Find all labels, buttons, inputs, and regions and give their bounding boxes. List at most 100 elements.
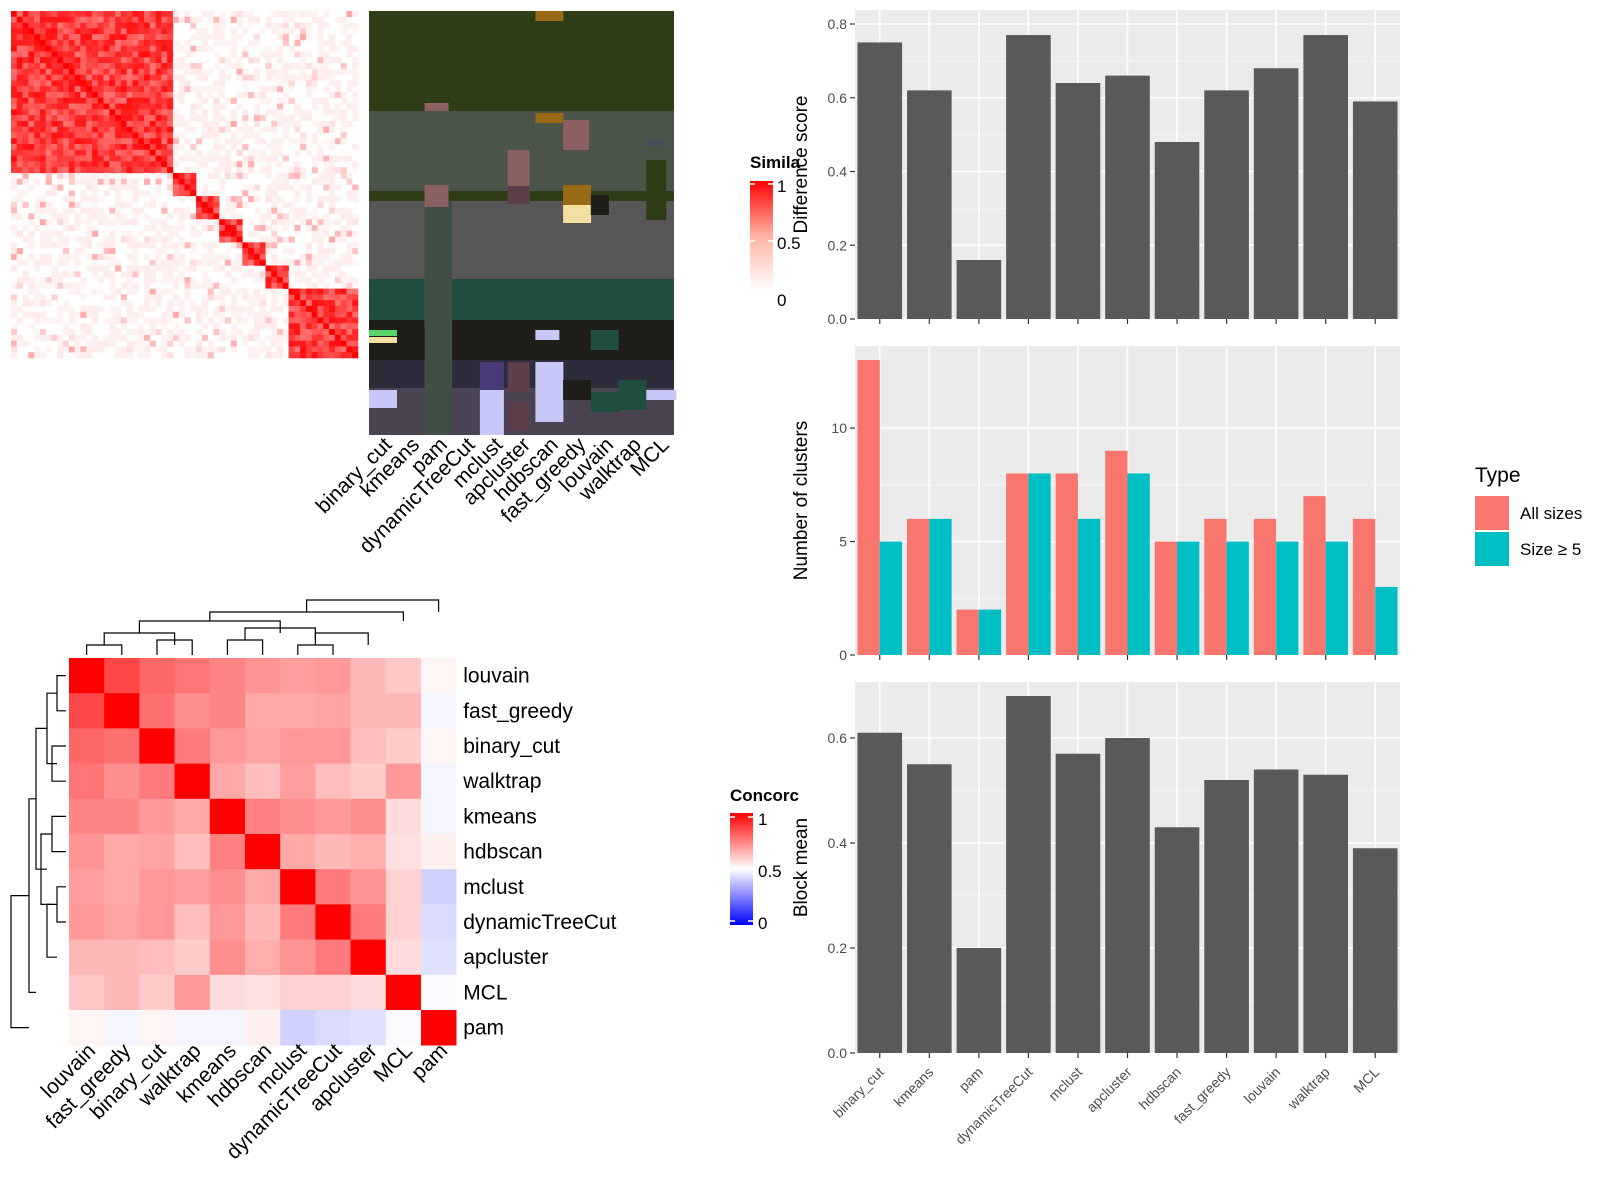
y-tick-label: 0.2 (828, 237, 848, 253)
similarity-cell (288, 329, 295, 336)
similarity-cell (51, 242, 58, 249)
similarity-cell (242, 172, 249, 180)
similarity-cell (340, 277, 347, 284)
similarity-cell (132, 219, 139, 226)
similarity-cell (253, 115, 260, 122)
similarity-cell (352, 45, 359, 52)
similarity-cell (51, 138, 58, 145)
similarity-cell (144, 57, 151, 64)
similarity-cell (80, 63, 87, 70)
similarity-cell (86, 138, 93, 145)
similarity-cell (340, 213, 347, 220)
similarity-cell (178, 271, 185, 278)
similarity-cell (109, 259, 116, 266)
similarity-cell (300, 63, 307, 70)
similarity-cell (253, 109, 260, 116)
concordance-cell-apcluster-dynamicTreeCut (315, 939, 351, 976)
similarity-cell (346, 68, 353, 75)
similarity-cell (259, 253, 266, 260)
similarity-cell (311, 97, 318, 104)
similarity-cell (149, 80, 156, 87)
similarity-cell (80, 329, 87, 336)
similarity-cell (230, 340, 237, 347)
similarity-cell (74, 219, 81, 226)
similarity-cell (213, 155, 220, 162)
similarity-cell (91, 167, 99, 174)
similarity-cell (178, 300, 185, 307)
similarity-cell (224, 167, 232, 174)
concordance-tick-0: 0 (758, 914, 767, 933)
similarity-cell (317, 259, 324, 266)
similarity-cell (68, 115, 75, 122)
similarity-cell (80, 80, 87, 87)
similarity-cell (138, 161, 145, 168)
similarity-cell (63, 271, 70, 278)
similarity-cell (282, 16, 289, 23)
similarity-cell (329, 126, 336, 133)
similarity-cell (207, 91, 214, 99)
similarity-cell (178, 224, 185, 232)
similarity-cell (45, 68, 52, 75)
similarity-cell (277, 115, 284, 122)
similarity-cell (97, 161, 104, 168)
similarity-cell (340, 236, 347, 243)
similarity-cell (74, 57, 81, 64)
similarity-cell (80, 277, 87, 284)
similarity-cell (155, 300, 162, 307)
similarity-cell (207, 242, 214, 249)
similarity-cell (97, 16, 104, 23)
similarity-cell (97, 45, 104, 52)
similarity-cell (213, 172, 220, 180)
similarity-cell (97, 34, 104, 41)
similarity-cell (311, 305, 318, 313)
similarity-cell (323, 11, 330, 18)
similarity-cell (34, 16, 41, 23)
similarity-cell (51, 34, 58, 41)
similarity-cell (271, 149, 278, 156)
similarity-cell (288, 207, 295, 214)
similarity-cell (242, 86, 249, 93)
similarity-cell (190, 190, 197, 197)
similarity-cell (138, 334, 145, 341)
similarity-cell (97, 305, 104, 313)
similarity-cell (224, 120, 232, 127)
similarity-cell (161, 271, 168, 278)
bar-Size ≥ 5-mclust (1077, 518, 1101, 655)
similarity-cell (213, 346, 220, 353)
similarity-cell (120, 294, 127, 301)
top-dendrogram-branch (138, 620, 281, 633)
similarity-cell (172, 265, 180, 272)
bar-walktrap (1303, 774, 1348, 1053)
similarity-cell (329, 144, 336, 151)
similarity-cell (305, 86, 313, 93)
similarity-cell (271, 51, 278, 58)
concordance-cell-walktrap-louvain (69, 763, 105, 800)
similarity-cell (311, 120, 318, 127)
similarity-cell (132, 271, 139, 278)
similarity-cell (172, 184, 180, 191)
similarity-cell (144, 213, 151, 220)
similarity-cell (28, 80, 35, 87)
similarity-cell (248, 305, 255, 313)
similarity-cell (340, 253, 347, 260)
similarity-cell (346, 190, 353, 197)
similarity-cell (144, 178, 151, 185)
bar-mclust (1055, 753, 1101, 1053)
similarity-cell (161, 149, 168, 156)
similarity-cell (329, 317, 336, 324)
similarity-cell (45, 120, 52, 127)
similarity-cell (11, 196, 18, 203)
similarity-cell (126, 161, 133, 168)
similarity-cell (236, 126, 243, 133)
similarity-cell (68, 28, 75, 35)
similarity-cell (97, 120, 104, 127)
similarity-cell (178, 219, 185, 226)
similarity-cell (11, 294, 18, 301)
similarity-cell (11, 184, 18, 191)
similarity-cell (352, 68, 359, 75)
similarity-cell (288, 138, 295, 145)
similarity-cell (51, 115, 58, 122)
similarity-cell (11, 97, 18, 104)
similarity-cell (138, 352, 145, 359)
similarity-cell (230, 300, 237, 307)
